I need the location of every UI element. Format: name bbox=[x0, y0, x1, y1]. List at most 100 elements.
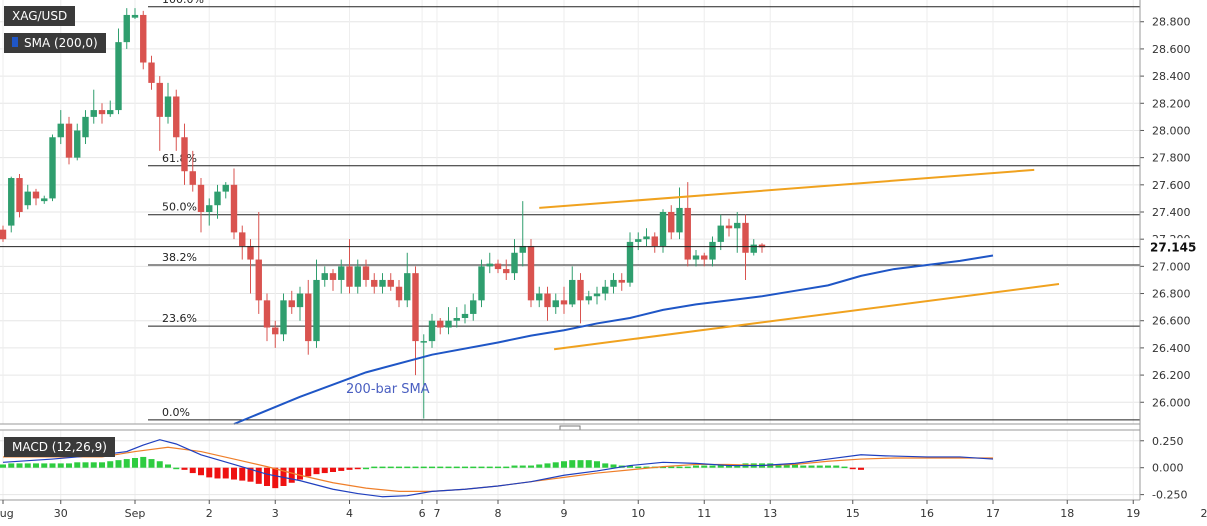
candle-up bbox=[692, 255, 700, 260]
macd-histogram-bar bbox=[396, 466, 402, 469]
macd-histogram-bar bbox=[561, 461, 567, 468]
price-tick-label: 28.600 bbox=[1152, 43, 1191, 56]
macd-histogram-bar bbox=[478, 466, 485, 469]
macd-histogram-bar bbox=[363, 467, 369, 470]
macd-histogram-bar bbox=[115, 460, 122, 468]
candle-up bbox=[511, 252, 518, 274]
fib-level-label: 23.6% bbox=[162, 312, 197, 325]
candle-up bbox=[734, 222, 741, 229]
sma-legend-swatch bbox=[12, 37, 18, 47]
candle-up bbox=[296, 293, 304, 308]
candle-up bbox=[82, 116, 89, 138]
candle-down bbox=[263, 300, 271, 328]
candle-down bbox=[618, 279, 625, 283]
candle-up bbox=[338, 266, 345, 280]
candle-up bbox=[610, 279, 617, 287]
price-tick-label: 26.000 bbox=[1152, 396, 1191, 409]
macd-histogram-bar bbox=[486, 466, 493, 469]
macd-histogram-bar bbox=[825, 465, 831, 468]
time-tick-label: 16 bbox=[920, 507, 934, 520]
candle-up bbox=[354, 266, 361, 287]
macd-histogram-bar bbox=[610, 464, 617, 468]
macd-histogram-bar bbox=[313, 467, 320, 475]
candle-up bbox=[428, 320, 436, 342]
time-tick-label: 17 bbox=[986, 507, 1000, 520]
candle-down bbox=[412, 273, 419, 342]
macd-histogram-bar bbox=[90, 462, 97, 468]
candle-down bbox=[197, 184, 205, 212]
candle-down bbox=[725, 225, 733, 229]
candle-up bbox=[478, 266, 485, 301]
candle-down bbox=[577, 279, 584, 301]
fib-level-label: 38.2% bbox=[162, 251, 197, 264]
candle-up bbox=[676, 207, 683, 233]
macd-histogram-bar bbox=[140, 456, 147, 468]
macd-histogram-bar bbox=[148, 459, 155, 468]
fib-level-label: 61.8% bbox=[162, 152, 197, 165]
macd-histogram-bar bbox=[404, 466, 411, 469]
macd-histogram-bar bbox=[247, 467, 254, 482]
fib-level-label: 50.0% bbox=[162, 201, 197, 214]
time-tick-label: 2 bbox=[206, 507, 213, 520]
time-tick-label: 7 bbox=[433, 507, 440, 520]
candle-down bbox=[437, 320, 444, 328]
macd-histogram-bar bbox=[536, 464, 543, 468]
candle-up bbox=[74, 130, 81, 158]
macd-histogram-bar bbox=[387, 466, 394, 469]
macd-histogram-bar bbox=[701, 465, 708, 468]
time-tick-label: 18 bbox=[1060, 507, 1074, 520]
sma-200-line bbox=[233, 254, 994, 425]
candle-up bbox=[569, 279, 576, 305]
candle-down bbox=[346, 266, 353, 287]
macd-histogram-bar bbox=[627, 465, 633, 468]
candle-down bbox=[255, 259, 262, 301]
candle-up bbox=[519, 245, 526, 253]
candle-down bbox=[98, 110, 106, 115]
macd-tick-label: 0.000 bbox=[1152, 462, 1184, 475]
candle-down bbox=[395, 286, 403, 301]
candle-down bbox=[371, 279, 378, 287]
macd-histogram-bar bbox=[222, 467, 229, 479]
channel-trendline bbox=[539, 168, 1035, 209]
macd-tick-label: -0.250 bbox=[1152, 489, 1187, 502]
time-tick-label: 30 bbox=[54, 507, 68, 520]
macd-histogram-bar bbox=[528, 465, 534, 468]
macd-histogram-bar bbox=[82, 462, 89, 468]
time-tick-label: 11 bbox=[697, 507, 711, 520]
candle-down bbox=[387, 279, 394, 287]
macd-histogram-bar bbox=[519, 465, 526, 468]
candle-down bbox=[544, 293, 551, 308]
macd-histogram-bar bbox=[321, 467, 328, 474]
macd-histogram-bar bbox=[849, 467, 856, 470]
time-tick-label: 6 bbox=[419, 507, 426, 520]
macd-histogram-bar bbox=[635, 466, 642, 469]
candle-up bbox=[131, 14, 139, 18]
candle-up bbox=[635, 239, 642, 242]
macd-histogram-bar bbox=[189, 467, 196, 474]
symbol-label: XAG/USD bbox=[4, 6, 76, 26]
price-tick-label: 27.800 bbox=[1152, 152, 1191, 165]
macd-histogram-bar bbox=[305, 467, 312, 477]
macd-histogram-bar bbox=[833, 465, 840, 468]
candle-up bbox=[107, 110, 114, 115]
candle-up bbox=[659, 212, 667, 246]
candle-up bbox=[420, 341, 427, 343]
candle-up bbox=[717, 225, 724, 242]
macd-histogram-bar bbox=[41, 463, 48, 468]
macd-histogram-bar bbox=[156, 461, 163, 468]
candle-up bbox=[280, 300, 287, 335]
price-tick-label: 27.400 bbox=[1152, 206, 1191, 219]
candle-up bbox=[49, 137, 56, 199]
macd-histogram-bar bbox=[775, 464, 782, 468]
macd-histogram-bar bbox=[783, 464, 790, 468]
macd-histogram-bar bbox=[338, 467, 345, 471]
macd-histogram-bar bbox=[49, 463, 56, 468]
macd-histogram-bar bbox=[676, 466, 683, 469]
price-tick-label: 27.000 bbox=[1152, 260, 1191, 273]
candle-up bbox=[602, 286, 609, 294]
time-tick-label: 10 bbox=[631, 507, 645, 520]
candle-up bbox=[709, 241, 716, 260]
macd-histogram-bar bbox=[503, 466, 510, 469]
candle-up bbox=[8, 178, 15, 226]
